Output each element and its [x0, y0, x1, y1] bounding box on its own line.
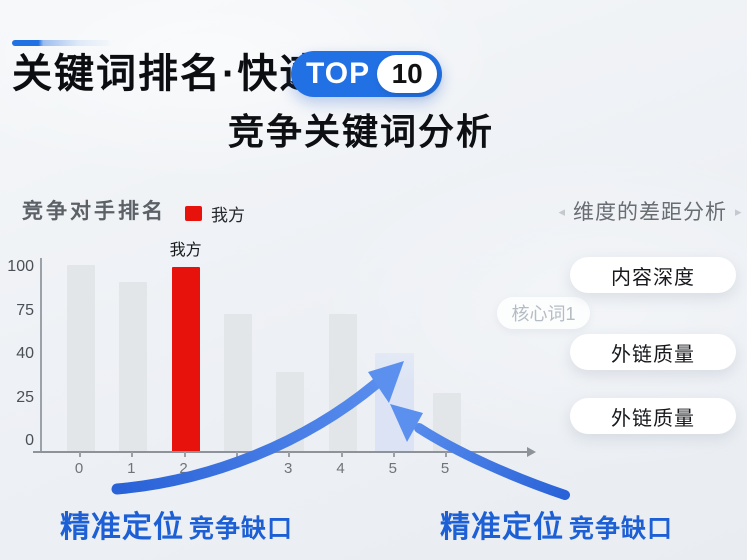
- x-tick-label: 4: [336, 460, 345, 477]
- x-tick-label: 5: [440, 460, 450, 477]
- faded-keyword-tag: 核心词1: [497, 297, 590, 329]
- x-tick-mark: [392, 452, 395, 457]
- callout-left: 精准定位 竞争缺口: [60, 502, 293, 546]
- x-tick-mark: [288, 452, 291, 457]
- panel-title: 维度的差距分析: [573, 201, 727, 224]
- x-axis-arrow-icon: [527, 447, 536, 457]
- x-tick-label: 1: [127, 460, 136, 477]
- legend-swatch: [185, 206, 202, 221]
- callout-strong: 精准定位: [60, 511, 184, 544]
- callout-right: 精准定位 竞争缺口: [440, 502, 673, 546]
- x-tick-label: 5: [388, 460, 397, 477]
- x-tick-mark: [183, 452, 186, 457]
- bar: [223, 313, 252, 453]
- badge-number: 10: [377, 55, 438, 93]
- y-tick-label: 40: [16, 345, 34, 362]
- x-tick-label: 3: [284, 460, 293, 477]
- x-tick-mark: [131, 452, 134, 457]
- callout-rest: 竞争缺口: [189, 515, 294, 543]
- bar: [276, 372, 305, 453]
- carousel-left-icon[interactable]: ◂: [558, 203, 565, 219]
- dimension-panel-header: ◂ 维度的差距分析 ▸: [552, 196, 747, 226]
- badge-top-label: TOP: [306, 57, 371, 90]
- chart-title: 竞争对手排名: [22, 200, 166, 223]
- x-tick-label: 0: [74, 460, 84, 477]
- x-tick-mark: [79, 452, 81, 457]
- our-bar-label: 我方: [169, 241, 202, 259]
- bar: [67, 265, 95, 453]
- carousel-right-icon[interactable]: ▸: [735, 203, 742, 219]
- callout-rest: 竞争缺口: [569, 515, 674, 543]
- title-decoration-bar: [12, 40, 110, 46]
- page-subtitle: 竞争关键词分析: [228, 111, 495, 152]
- y-tick-label: 0: [25, 432, 34, 449]
- dimension-pills: 内容深度 外链质量 外链质量: [570, 257, 736, 434]
- chart-plot: 我方: [40, 242, 527, 453]
- callout-strong: 精准定位: [440, 511, 564, 544]
- y-tick-label: 100: [7, 258, 34, 275]
- y-tick-label: 75: [16, 301, 34, 319]
- bar: [433, 392, 462, 453]
- y-axis-labels: 100 75 40 25 0: [6, 258, 34, 450]
- dimension-pill[interactable]: 外链质量: [570, 398, 736, 434]
- top10-badge: TOP 10: [291, 51, 443, 97]
- dimension-pill[interactable]: 内容深度: [570, 257, 736, 293]
- bar-gap-highlight: [375, 353, 415, 453]
- chart-legend: 我方: [185, 201, 245, 226]
- page-title: 关键词排名·快速: [12, 52, 322, 96]
- x-tick-row: 0 1 2 3 4 5 5: [40, 452, 527, 478]
- legend-label: 我方: [211, 206, 245, 225]
- bar-our: [171, 266, 200, 453]
- x-tick-mark: [235, 452, 238, 457]
- x-tick-mark: [340, 452, 343, 457]
- dimension-pill[interactable]: 外链质量: [570, 334, 736, 370]
- y-tick-label: 25: [16, 388, 34, 406]
- bar: [119, 281, 148, 453]
- x-tick-label: 2: [179, 460, 188, 477]
- x-tick-mark: [445, 452, 448, 457]
- bar: [328, 313, 357, 453]
